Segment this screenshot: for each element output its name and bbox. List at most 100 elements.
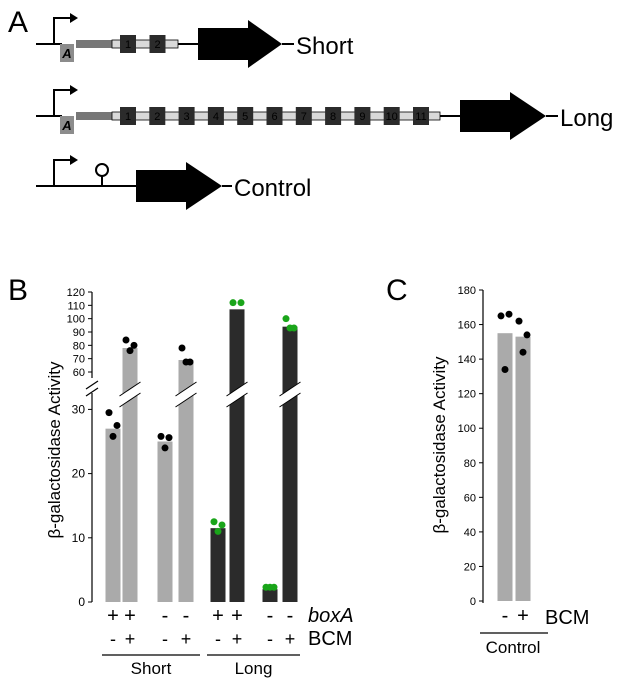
- construct-control: lacZ Control: [36, 155, 311, 210]
- construct-short: A 1 2 lacZ Short: [36, 13, 354, 68]
- gene-segment: 9: [354, 107, 371, 125]
- panel-b-letter: B: [8, 274, 28, 307]
- gene-segment: 1: [120, 107, 136, 125]
- y-tick-label: 20: [72, 467, 86, 481]
- data-point: [237, 299, 245, 307]
- y-tick-label: 60: [73, 367, 85, 379]
- data-point: [229, 299, 237, 307]
- boxa-sign: -: [162, 605, 169, 627]
- data-point: [505, 310, 513, 318]
- data-point: [105, 409, 113, 417]
- data-point: [266, 583, 274, 591]
- construct-long: A 1 2 3 4 5 6 7 8 9 10 11 lacZ Long: [36, 85, 613, 140]
- panel-c-letter: C: [386, 274, 408, 307]
- group-label: Long: [235, 659, 273, 678]
- svg-text:lacZ: lacZ: [208, 32, 257, 59]
- y-tick-label: 100: [458, 423, 476, 435]
- row-label-bcm: BCM: [545, 607, 589, 629]
- bar: [210, 528, 226, 602]
- svg-text:10: 10: [386, 111, 398, 123]
- data-point: [178, 344, 186, 352]
- boxa-box: A: [60, 44, 74, 62]
- data-point: [218, 521, 226, 529]
- svg-text:A: A: [61, 46, 71, 61]
- y-tick-label: 80: [464, 458, 476, 470]
- boxa-sign: +: [212, 605, 224, 627]
- data-point: [282, 315, 290, 323]
- y-tick-label: 80: [73, 340, 85, 352]
- data-point: [130, 341, 138, 349]
- gene-segment: 7: [295, 107, 312, 125]
- svg-text:lacZ: lacZ: [146, 174, 195, 201]
- group-label: Control: [486, 638, 541, 657]
- y-tick-label: 0: [78, 595, 85, 609]
- panel-b-ylabel: β-galactosidase Activity: [45, 361, 64, 539]
- bar-break: [280, 382, 300, 407]
- gene-segment: 5: [237, 107, 254, 125]
- data-point: [523, 331, 531, 339]
- svg-text:5: 5: [242, 111, 248, 123]
- bar: [262, 589, 278, 602]
- bcm-sign: -: [162, 629, 168, 649]
- y-tick-label: 60: [464, 492, 476, 504]
- bar-break: [176, 382, 196, 407]
- y-tick-label: 30: [72, 402, 86, 416]
- lacz-arrow: [460, 92, 546, 140]
- gene-segment: 2: [149, 35, 166, 53]
- panel-a-letter: A: [8, 6, 28, 39]
- panel-c-chart: β-galactosidase Activity 0 20 40 60 80 100 120…: [430, 285, 589, 657]
- gene-segment: 4: [207, 107, 224, 125]
- terminator-hairpin: [95, 163, 109, 186]
- y-tick-label: 40: [464, 527, 476, 539]
- y-tick-label: 160: [458, 320, 476, 332]
- gene-segment: 3: [178, 107, 195, 125]
- y-tick-label: 120: [458, 389, 476, 401]
- svg-text:11: 11: [415, 111, 426, 123]
- bar: [157, 441, 173, 602]
- data-point: [157, 432, 165, 440]
- data-point: [497, 312, 505, 320]
- gene-segment: 8: [325, 107, 342, 125]
- data-point: [122, 336, 130, 344]
- svg-text:8: 8: [330, 111, 336, 123]
- data-point: [109, 432, 117, 440]
- svg-text:2: 2: [154, 39, 160, 51]
- boxa-sign: +: [107, 605, 119, 627]
- y-tick-label: 0: [470, 596, 476, 608]
- bcm-sign: +: [125, 629, 136, 649]
- gene-segment: 10: [383, 107, 400, 125]
- lacz-arrow: [136, 162, 222, 210]
- y-tick-label: 90: [73, 327, 85, 339]
- promoter-arrow: [53, 159, 74, 186]
- bar-break: [120, 382, 140, 407]
- bar: [282, 326, 298, 602]
- data-point: [214, 527, 222, 535]
- bar: [178, 360, 194, 602]
- svg-text:4: 4: [213, 111, 219, 123]
- bar: [229, 309, 245, 602]
- bcm-sign: -: [110, 629, 116, 649]
- data-point: [286, 324, 294, 332]
- bcm-sign: -: [502, 605, 509, 627]
- bar-break: [227, 382, 247, 407]
- svg-text:1: 1: [125, 39, 131, 51]
- svg-text:1: 1: [125, 111, 131, 123]
- data-point: [501, 365, 509, 373]
- y-tick-label: 10: [72, 531, 86, 545]
- row-label-boxa: boxA: [308, 605, 354, 627]
- boxa-sign: -: [267, 605, 274, 627]
- data-point: [126, 347, 134, 355]
- svg-text:A: A: [61, 118, 71, 133]
- data-point: [519, 348, 527, 356]
- boxa-sign: -: [287, 605, 294, 627]
- panel-b-axis-break: [85, 380, 99, 390]
- svg-text:3: 3: [184, 111, 190, 123]
- y-tick-label: 70: [73, 354, 85, 366]
- bcm-sign: +: [181, 629, 192, 649]
- bcm-sign: +: [285, 629, 296, 649]
- construct-control-label: Control: [234, 175, 311, 202]
- promoter-arrow: [53, 89, 74, 116]
- gene-segment: 6: [266, 107, 283, 125]
- data-point: [113, 421, 121, 429]
